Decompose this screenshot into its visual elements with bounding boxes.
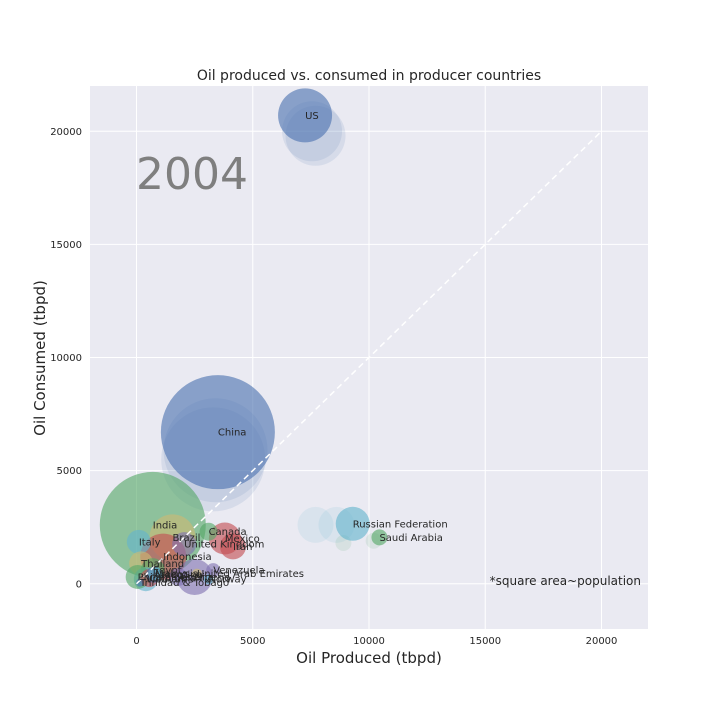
label-brazil: Brazil — [173, 533, 201, 544]
bubble-china — [160, 375, 275, 490]
x-axis-label: Oil Produced (tbpd) — [296, 649, 442, 667]
label-colombia: Colombia — [149, 574, 196, 585]
label-algeria: Algeria — [178, 572, 213, 583]
y-tick-label: 0 — [76, 579, 82, 590]
label-canada: Canada — [209, 527, 247, 538]
label-philippines: Philippines — [138, 572, 192, 583]
axis-ticks: 0 5000 10000 15000 20000 0 5000 10000 15000 20000 — [50, 127, 617, 647]
bubble-canada — [199, 522, 218, 541]
label-vietnam: Vietnam — [146, 575, 188, 586]
label-italy: Italy — [139, 537, 161, 548]
year-label: 2004 — [136, 149, 248, 200]
bubble-venezuela — [206, 563, 221, 578]
y-tick-label: 15000 — [50, 240, 82, 251]
y-axis-label: Oil Consumed (tbpd) — [31, 280, 49, 436]
y-tick-label: 20000 — [50, 127, 82, 138]
x-tick-label: 10000 — [353, 636, 385, 647]
bubble-labels: US China India Russian Federation Saudi Arab… — [138, 111, 448, 589]
label-russian-federation: Russian Federation — [353, 519, 448, 530]
bubble-iran — [219, 533, 246, 560]
label-nigeria: Nigeria — [195, 572, 231, 583]
label-indonesia: Indonesia — [163, 552, 211, 563]
label-thailand: Thailand — [140, 559, 184, 570]
size-note: *square area~population — [490, 574, 641, 588]
label-united-kingdom: United Kingdom — [184, 540, 264, 551]
label-norway: Norway — [209, 575, 247, 586]
label-india: India — [153, 520, 178, 531]
bubble-russian-federation — [335, 506, 370, 541]
y-tick-label: 5000 — [57, 466, 82, 477]
label-iran: Iran — [233, 542, 253, 553]
bubble-us — [278, 88, 333, 143]
label-venezuela: Venezuela — [213, 566, 264, 577]
x-tick-label: 0 — [133, 636, 139, 647]
label-united-arab-emirates: United Arab Emirates — [197, 569, 304, 580]
bubble-trinidad-and-tobago — [135, 578, 144, 587]
bubble-algeria — [169, 567, 188, 586]
trail-bubble-russian-federation — [297, 506, 334, 543]
label-malaysia: Malaysia — [155, 569, 199, 580]
country-bubbles — [99, 88, 388, 595]
label-argentina: Argentina — [154, 570, 203, 581]
x-tick-label: 5000 — [240, 636, 265, 647]
bubble-united-kingdom — [172, 532, 197, 557]
label-china: China — [218, 428, 247, 439]
x-tick-label: 15000 — [469, 636, 501, 647]
bubble-italy — [126, 529, 151, 554]
parity-dashed-line — [135, 130, 603, 585]
bubble-united-arab-emirates — [191, 568, 202, 579]
label-us: US — [305, 111, 319, 122]
chart-title: Oil produced vs. consumed in producer co… — [197, 68, 541, 84]
bubble-saudi-arabia — [371, 529, 388, 546]
label-mexico: Mexico — [225, 534, 260, 545]
x-tick-label: 20000 — [586, 636, 618, 647]
label-saudi-arabia: Saudi Arabia — [379, 533, 442, 544]
label-egypt: Egypt — [153, 566, 182, 577]
y-tick-label: 10000 — [50, 353, 82, 364]
bubble-norway — [203, 574, 214, 585]
parity-line — [135, 130, 603, 585]
label-trinidad-and-tobago: Trinidad & Tobago — [139, 578, 229, 589]
